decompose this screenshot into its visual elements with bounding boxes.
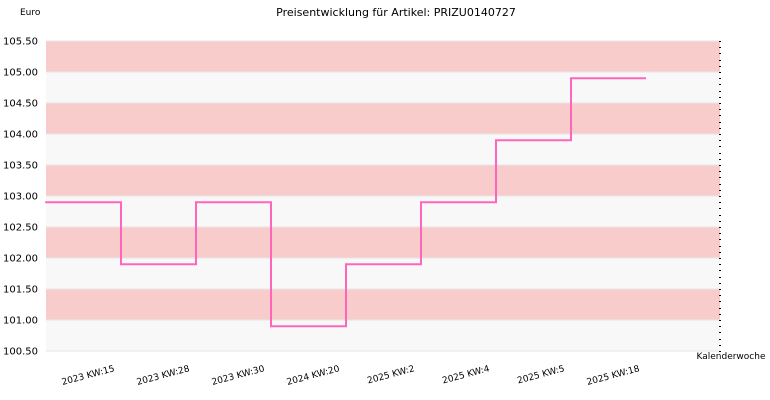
y-tick-label: 104.50	[3, 99, 38, 110]
price-step-line	[46, 77, 646, 328]
price-point	[120, 263, 122, 266]
background-band	[46, 134, 720, 165]
x-tick-label: 2025 KW:5	[516, 364, 565, 386]
y-tick-label: 103.50	[3, 161, 38, 172]
price-point	[345, 263, 347, 266]
x-tick-label: 2023 KW:30	[211, 364, 266, 388]
price-point	[270, 325, 272, 328]
price-point	[570, 77, 572, 80]
background-band	[46, 103, 720, 134]
price-point	[495, 139, 497, 142]
background-band	[46, 258, 720, 289]
y-tick-label: 102.50	[3, 223, 38, 234]
price-point	[45, 201, 47, 204]
x-tick-label: 2024 KW:20	[286, 364, 341, 388]
x-tick-label: 2025 KW:2	[366, 364, 415, 386]
y-tick-label: 105.50	[3, 37, 38, 48]
background-band	[46, 72, 720, 103]
y-tick-label: 105.00	[3, 68, 38, 79]
y-tick-label: 102.00	[3, 254, 38, 265]
x-tick-label: 2025 KW:4	[441, 364, 491, 386]
background-bands	[46, 40, 720, 352]
price-point	[195, 201, 197, 204]
x-tick-label: 2023 KW:28	[136, 364, 191, 388]
background-band	[46, 165, 720, 196]
y-tick-label: 104.00	[3, 130, 38, 141]
background-band	[46, 227, 720, 258]
y-axis-ticks: 100.50 101.00 101.50 102.00 102.50 103.00 103.…	[3, 37, 38, 358]
chart-title: Preisentwicklung für Artikel: PRIZU01407…	[276, 6, 516, 19]
x-axis-label: Kalenderwoche	[696, 352, 765, 362]
background-band	[46, 41, 720, 72]
y-axis-label: Euro	[20, 8, 41, 18]
background-band	[46, 196, 720, 227]
y-tick-label: 101.00	[3, 316, 38, 327]
background-band	[46, 289, 720, 320]
background-band	[46, 320, 720, 351]
y-tick-label: 101.50	[3, 285, 38, 296]
price-series	[45, 77, 646, 328]
y-tick-label: 103.00	[3, 192, 38, 203]
y-tick-label: 100.50	[3, 347, 38, 358]
right-axis-minor-ticks	[719, 41, 721, 352]
x-tick-label: 2025 KW:18	[586, 364, 641, 388]
x-tick-label: 2023 KW:15	[61, 364, 116, 388]
price-point	[420, 201, 422, 204]
x-axis-ticks: 2023 KW:15 2023 KW:28 2023 KW:30 2024 KW:20…	[61, 364, 641, 388]
